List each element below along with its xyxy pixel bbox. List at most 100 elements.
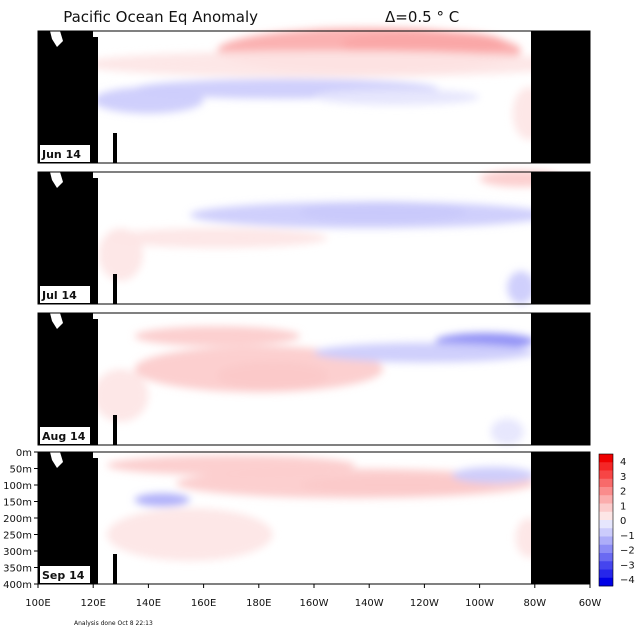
anomaly-cell <box>134 493 190 507</box>
anomaly-cell <box>507 271 535 304</box>
land-mask-west <box>38 172 93 304</box>
colorbar-swatch <box>599 470 613 480</box>
colorbar-tick-label: −2 <box>620 546 635 557</box>
land-mask-east <box>531 172 590 304</box>
x-tick-label: 60W <box>579 598 602 609</box>
month-label: Jul 14 <box>41 289 77 302</box>
land-sliver <box>93 319 98 445</box>
x-tick-label: 120W <box>410 598 439 609</box>
x-tick-label: 160W <box>300 598 329 609</box>
x-tick-label: 140W <box>355 598 384 609</box>
island-ridge <box>113 133 117 163</box>
anomaly-cell <box>93 369 149 422</box>
colorbar-frame <box>598 453 614 587</box>
y-tick-label: 350m <box>3 564 32 575</box>
anomaly-cell <box>106 228 328 248</box>
panel-frame <box>37 171 591 305</box>
panels: Jun 14 Jul 14 Aug 14 Sep 14 <box>37 27 591 585</box>
month-label-box <box>40 427 90 444</box>
anomaly-cell <box>79 50 577 78</box>
panel: Jun 14 <box>37 27 591 164</box>
colorbar-swatch <box>599 462 613 471</box>
colorbar-swatch <box>599 536 613 546</box>
land-mask-east <box>531 31 590 163</box>
colorbar-tick-label: 3 <box>620 472 626 483</box>
colorbar-tick-label: −1 <box>620 531 635 542</box>
colorbar-tick-label: 4 <box>620 457 626 468</box>
anomaly-cell <box>134 326 301 346</box>
x-tick-label: 180E <box>246 598 271 609</box>
panel-frame <box>37 312 591 446</box>
y-tick-label: 250m <box>3 531 32 542</box>
anomaly-cell <box>176 468 535 499</box>
colorbar-tick-label: −3 <box>620 560 635 571</box>
anomaly-cell <box>452 466 535 484</box>
x-tick-label: 140E <box>136 598 161 609</box>
panel: Aug 14 <box>37 312 591 446</box>
y-tick-label: 0m <box>16 448 32 459</box>
anomaly-cell <box>107 508 273 561</box>
analysis-note: Analysis done Oct 8 22:13 <box>74 620 153 627</box>
anomaly-cell <box>134 346 383 393</box>
colorbar-tick-label: 1 <box>620 501 626 512</box>
colorbar-swatch <box>599 544 613 554</box>
colorbar-tick-label: 0 <box>620 516 626 527</box>
colorbar-tick-label: −4 <box>620 575 635 586</box>
x-tick-label: 120E <box>80 598 105 609</box>
land-mask-east <box>531 452 590 584</box>
colorbar-swatch <box>599 561 613 570</box>
colorbar-swatch <box>599 511 613 521</box>
colorbar-swatch <box>599 528 613 537</box>
month-label: Aug 14 <box>42 430 86 443</box>
land-sliver <box>93 37 98 163</box>
y-tick-label: 200m <box>3 514 32 525</box>
contour-interval: Δ=0.5 ° C <box>385 8 459 26</box>
anomaly-field <box>93 326 535 445</box>
anomaly-cell <box>490 418 524 445</box>
panel: Jul 14 <box>37 170 591 305</box>
y-tick-label: 150m <box>3 498 32 509</box>
land-mask-west <box>38 313 93 445</box>
colorbar: 4 3 2 1 0 −1 −2 −3 −4 <box>598 453 635 587</box>
land-sliver <box>93 178 98 304</box>
colorbar-swatch <box>599 495 613 504</box>
panel-frame <box>37 30 591 164</box>
y-axis: 0m 50m 100m 150m 200m 250m 300m 350m 400m <box>3 448 38 591</box>
x-tick-label: 100E <box>25 598 50 609</box>
chart-title: Pacific Ocean Eq Anomaly <box>63 8 258 26</box>
anomaly-cell <box>189 201 549 229</box>
anomaly-cell <box>314 88 480 106</box>
colorbar-swatch <box>599 487 613 496</box>
land-mask-east <box>531 313 590 445</box>
month-label-box <box>40 566 90 583</box>
sea-notch <box>50 313 63 329</box>
colorbar-swatch <box>599 454 613 463</box>
colorbar-swatch <box>599 478 613 488</box>
colorbar-swatch <box>599 569 613 579</box>
island-ridge <box>113 554 117 584</box>
x-tick-label: 160E <box>191 598 216 609</box>
anomaly-cell <box>98 228 143 281</box>
land-mask-west <box>38 452 93 584</box>
colorbar-tick-label: 2 <box>620 487 626 498</box>
x-tick-label: 100W <box>465 598 494 609</box>
sea-notch <box>50 31 63 47</box>
colorbar-swatch <box>599 503 613 513</box>
colorbar-swatch <box>599 553 613 562</box>
anomaly-cell <box>93 87 204 114</box>
anomaly-cell <box>314 342 535 363</box>
month-label-box <box>40 286 90 303</box>
y-tick-label: 100m <box>3 481 32 492</box>
month-label: Jun 14 <box>41 148 81 161</box>
colorbar-swatch <box>599 577 613 587</box>
land-mask-west <box>38 31 93 163</box>
island-ridge <box>113 415 117 445</box>
y-tick-label: 300m <box>3 547 32 558</box>
colorbar-swatch <box>599 520 613 529</box>
sea-notch <box>50 172 63 188</box>
y-tick-label: 400m <box>3 580 32 591</box>
panel: Sep 14 <box>37 451 591 585</box>
month-label-box <box>40 145 90 162</box>
x-axis: 100E 120E 140E 160E 180E 160W 140W 120W 100W 80W 6… <box>25 584 601 609</box>
